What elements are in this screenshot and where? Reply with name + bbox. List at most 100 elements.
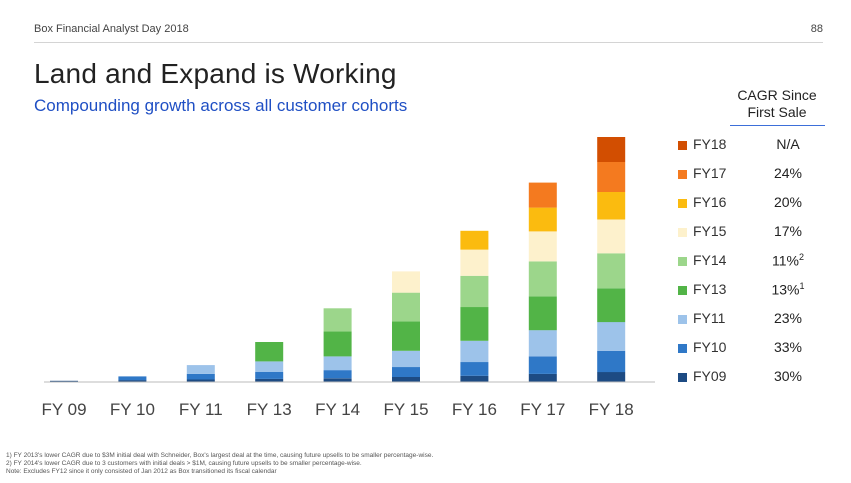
bar-segment-fy11-fy18 — [597, 322, 626, 351]
bar-segment-fy10-fy17 — [528, 356, 557, 374]
cagr-value-text: 13% — [771, 281, 800, 298]
legend-row-fy14: FY14 11%2 — [678, 247, 838, 276]
bar-segment-fy10-fy18 — [597, 350, 626, 373]
page-subtitle: Compounding growth across all customer c… — [34, 96, 408, 115]
x-tick-label: FY 16 — [452, 400, 497, 419]
bar-group — [50, 137, 626, 383]
bar-segment-fy14-fy18 — [597, 253, 626, 289]
cagr-value: 30% — [752, 368, 824, 384]
bar-segment-fy15-fy17 — [528, 231, 557, 262]
bar-segment-fy13-fy18 — [597, 288, 626, 323]
bar-segment-fy13-fy16 — [460, 307, 489, 341]
legend-row-fy11: FY11 23% — [678, 305, 838, 334]
x-tick-label: FY 09 — [41, 400, 86, 419]
header-left: Box Financial Analyst Day 2018 — [34, 23, 189, 35]
footnote-2: 2) FY 2014's lower CAGR due to 3 custome… — [6, 460, 362, 467]
cagr-value: 20% — [752, 194, 824, 210]
cagr-divider — [730, 125, 825, 126]
bar-segment-fy17-fy17 — [528, 182, 557, 208]
legend-swatch — [678, 344, 687, 353]
x-tick-labels: FY 09 FY 10 FY 11 FY 13 FY 14 FY 15 FY 16 FY 17… — [41, 400, 633, 419]
x-tick-label: FY 15 — [383, 400, 428, 419]
legend-label: FY17 — [693, 165, 727, 181]
cagr-value-text: 17% — [773, 223, 803, 239]
page-title: Land and Expand is Working — [34, 58, 397, 89]
cagr-header-line1: CAGR Since — [737, 87, 817, 103]
bar-segment-fy18-fy18 — [597, 137, 626, 162]
footnote-1: 1) FY 2013's lower CAGR due to $3M initi… — [6, 452, 434, 459]
x-tick-label: FY 14 — [315, 400, 360, 419]
cagr-value-text: 24% — [773, 165, 803, 181]
bar-segment-fy09-fy17 — [528, 373, 557, 382]
legend-swatch — [678, 199, 687, 208]
bar-segment-fy16-fy18 — [597, 192, 626, 220]
cagr-header: CAGR Since First Sale — [727, 87, 827, 121]
bar-segment-fy09-fy09 — [50, 380, 78, 383]
x-tick-label: FY 17 — [520, 400, 565, 419]
bar-segment-fy10-fy10 — [118, 376, 147, 381]
legend-label: FY14 — [693, 252, 727, 268]
bar-segment-fy15-fy16 — [460, 249, 489, 276]
bar-segment-fy13-fy13 — [255, 342, 284, 362]
bar-segment-fy16-fy16 — [460, 230, 489, 250]
bar-segment-fy11-fy14 — [323, 356, 352, 371]
legend-row-fy09: FY09 30% — [678, 363, 838, 392]
bar-segment-fy10-fy15 — [392, 367, 420, 377]
bar-segment-fy11-fy16 — [460, 340, 489, 363]
bar-segment-fy11-fy15 — [392, 350, 420, 368]
bar-segment-fy10-fy13 — [255, 372, 284, 379]
bar-segment-fy10-fy16 — [460, 362, 489, 376]
bar-segment-fy11-fy11 — [186, 365, 215, 374]
bar-segment-fy15-fy15 — [392, 271, 420, 293]
legend-label: FY10 — [693, 339, 727, 355]
cagr-value: 23% — [752, 310, 824, 326]
legend-row-fy15: FY15 17% — [678, 218, 838, 247]
cagr-value: N/A — [752, 136, 824, 152]
cagr-value: 11%2 — [752, 252, 824, 269]
footnote-note: Note: Excludes FY12 since it only consis… — [6, 468, 277, 475]
cagr-value-text: 23% — [773, 310, 803, 326]
legend-label: FY09 — [693, 368, 727, 384]
bar-segment-fy16-fy17 — [528, 207, 557, 232]
cagr-footnote-marker: 2 — [798, 252, 804, 262]
bar-segment-fy15-fy18 — [597, 219, 626, 254]
cagr-footnote-marker: 1 — [799, 281, 805, 291]
legend-row-fy13: FY13 13%1 — [678, 276, 838, 305]
bar-segment-fy13-fy14 — [323, 331, 352, 357]
x-tick-label: FY 18 — [589, 400, 634, 419]
bar-segment-fy13-fy15 — [392, 321, 420, 351]
bar-segment-fy11-fy13 — [255, 361, 284, 372]
x-tick-label: FY 10 — [110, 400, 155, 419]
legend-label: FY15 — [693, 223, 727, 239]
legend-swatch — [678, 315, 687, 324]
legend-swatch — [678, 228, 687, 237]
bar-segment-fy14-fy14 — [323, 308, 352, 332]
bar-segment-fy10-fy11 — [186, 373, 215, 380]
bar-segment-fy09-fy15 — [392, 377, 420, 382]
bar-segment-fy14-fy16 — [460, 275, 489, 308]
x-tick-label: FY 11 — [179, 400, 223, 419]
legend-swatch — [678, 286, 687, 295]
legend-label: FY16 — [693, 194, 727, 210]
cagr-value: 17% — [752, 223, 824, 239]
bar-segment-fy17-fy18 — [597, 162, 626, 192]
x-tick-label: FY 13 — [247, 400, 292, 419]
header-divider — [34, 42, 823, 43]
cagr-value-text: 20% — [773, 194, 803, 210]
legend-label: FY18 — [693, 136, 727, 152]
cagr-value-text: N/A — [776, 136, 800, 152]
bar-segment-fy09-fy13 — [255, 378, 284, 382]
bar-segment-fy09-fy11 — [186, 379, 215, 382]
legend-row-fy17: FY17 24% — [678, 160, 838, 189]
legend-label: FY11 — [693, 310, 726, 326]
cagr-value: 33% — [752, 339, 824, 355]
page-number: 88 — [810, 23, 823, 35]
bar-segment-fy14-fy17 — [528, 261, 557, 297]
bar-segment-fy09-fy14 — [323, 378, 352, 383]
bar-segment-fy11-fy17 — [528, 330, 557, 357]
legend-row-fy10: FY10 33% — [678, 334, 838, 363]
legend-swatch — [678, 257, 687, 266]
legend-swatch — [678, 170, 687, 179]
cagr-value: 24% — [752, 165, 824, 181]
